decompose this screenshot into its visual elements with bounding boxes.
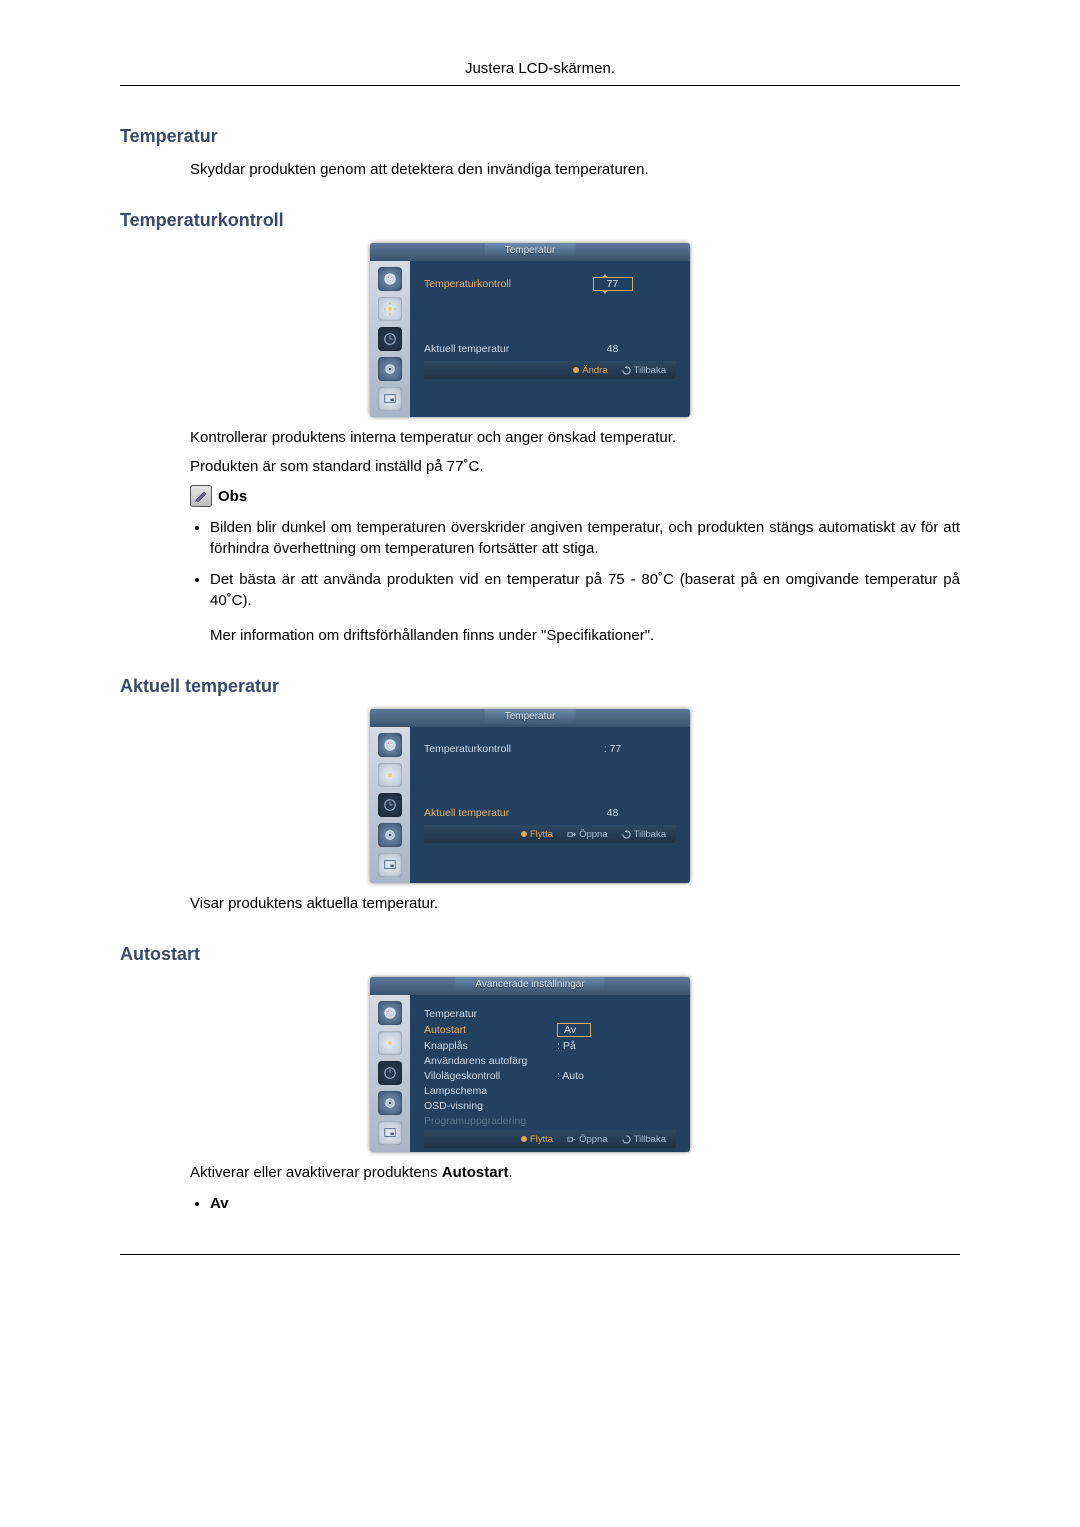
osd-title: Temperatur — [485, 709, 576, 724]
osd-list-label: Vilolägeskontroll — [424, 1070, 549, 1082]
osd-row-label: Aktuell temperatur — [424, 343, 549, 355]
osd-list-row[interactable]: Användarens autofärg — [424, 1055, 676, 1067]
text-temperatur: Skyddar produkten genom att detektera de… — [190, 159, 960, 180]
osd-footer-tillbaka: Tillbaka — [622, 365, 666, 376]
osd-footer-tillbaka: Tillbaka — [622, 1134, 666, 1145]
osd-list-value: Av — [549, 1023, 676, 1037]
heading-temperaturkontroll: Temperaturkontroll — [120, 210, 960, 231]
top-rule — [120, 85, 960, 86]
clock-icon — [378, 1061, 402, 1085]
pip-icon — [378, 1121, 402, 1145]
osd-side-icons — [370, 261, 410, 417]
osd-footer-flytta: Flytta — [521, 1134, 553, 1145]
palette-icon — [378, 267, 402, 291]
aktuell-desc: Visar produktens aktuella temperatur. — [190, 893, 960, 914]
osd-title: Avancerade inställningar — [455, 977, 604, 992]
osd-footer-andra: Ändra — [573, 365, 607, 376]
osd-list-label: Autostart — [424, 1024, 549, 1036]
osd-list-row[interactable]: Lampschema — [424, 1085, 676, 1097]
temp-kontroll-desc1: Kontrollerar produktens interna temperat… — [190, 427, 960, 448]
osd-list-label: Lampschema — [424, 1085, 549, 1097]
heading-aktuell: Aktuell temperatur — [120, 676, 960, 697]
osd-list-value: : På — [549, 1040, 676, 1052]
osd-row-label: Temperaturkontroll — [424, 278, 549, 290]
osd-side-icons — [370, 727, 410, 883]
osd-footer-flytta: Flytta — [521, 829, 553, 840]
osd-row-label: Temperaturkontroll — [424, 743, 549, 755]
gear-icon — [378, 1091, 402, 1115]
palette-icon — [378, 733, 402, 757]
osd-screenshot-temp2: Temperatur Temperaturkontroll : 77 — [370, 709, 960, 883]
autostart-bullets: Av — [190, 1193, 960, 1214]
gear-icon — [378, 357, 402, 381]
brightness-icon — [378, 297, 402, 321]
autostart-desc: Aktiverar eller avaktiverar produktens A… — [190, 1162, 960, 1183]
heading-temperatur: Temperatur — [120, 126, 960, 147]
osd-list-label: Programuppgradering — [424, 1115, 549, 1127]
heading-autostart: Autostart — [120, 944, 960, 965]
bottom-rule — [120, 1254, 960, 1255]
clock-icon — [378, 793, 402, 817]
temp-kontroll-desc2: Produkten är som standard inställd på 77… — [190, 456, 960, 477]
note-label: Obs — [218, 488, 247, 505]
osd-list-label: Knapplås — [424, 1040, 549, 1052]
brightness-icon — [378, 1031, 402, 1055]
osd-option-av[interactable]: Av — [557, 1023, 591, 1037]
gear-icon — [378, 823, 402, 847]
list-item: Av — [210, 1193, 960, 1214]
osd-row-label: Aktuell temperatur — [424, 807, 549, 819]
osd-screenshot-advanced: Avancerade inställningar Temperatur Autos… — [370, 977, 960, 1152]
osd-list-row[interactable]: Programuppgradering — [424, 1115, 676, 1127]
osd-list-row[interactable]: Temperatur — [424, 1008, 676, 1020]
osd-footer-oppna: Öppna — [567, 1134, 608, 1145]
osd-footer-oppna: Öppna — [567, 829, 608, 840]
osd-list-value: : Auto — [549, 1070, 676, 1082]
palette-icon — [378, 1001, 402, 1025]
brightness-icon — [378, 763, 402, 787]
osd-list-label: Temperatur — [424, 1008, 549, 1020]
osd-row-value: 48 — [549, 343, 676, 355]
osd-side-icons — [370, 995, 410, 1152]
osd-list-label: Användarens autofärg — [424, 1055, 549, 1067]
osd-value-box[interactable]: 77 — [593, 277, 633, 291]
list-item: Det bästa är att använda produkten vid e… — [210, 569, 960, 646]
osd-list-row[interactable]: OSD-visning — [424, 1100, 676, 1112]
osd-row-value: : 77 — [549, 743, 676, 755]
osd-list-row[interactable]: Autostart Av — [424, 1023, 676, 1037]
bullet-list: Bilden blir dunkel om temperaturen övers… — [190, 517, 960, 646]
osd-list-label: OSD-visning — [424, 1100, 549, 1112]
osd-title: Temperatur — [485, 243, 576, 258]
list-item: Bilden blir dunkel om temperaturen övers… — [210, 517, 960, 559]
pip-icon — [378, 387, 402, 411]
osd-list-row[interactable]: Knapplås: På — [424, 1040, 676, 1052]
page-header: Justera LCD-skärmen. — [120, 60, 960, 77]
osd-list-row[interactable]: Vilolägeskontroll: Auto — [424, 1070, 676, 1082]
osd-screenshot-temp1: Temperatur Temperaturkontroll 77 — [370, 243, 960, 417]
osd-row-value: 48 — [549, 807, 676, 819]
clock-icon — [378, 327, 402, 351]
pip-icon — [378, 853, 402, 877]
osd-footer-tillbaka: Tillbaka — [622, 829, 666, 840]
note-icon — [190, 485, 212, 507]
